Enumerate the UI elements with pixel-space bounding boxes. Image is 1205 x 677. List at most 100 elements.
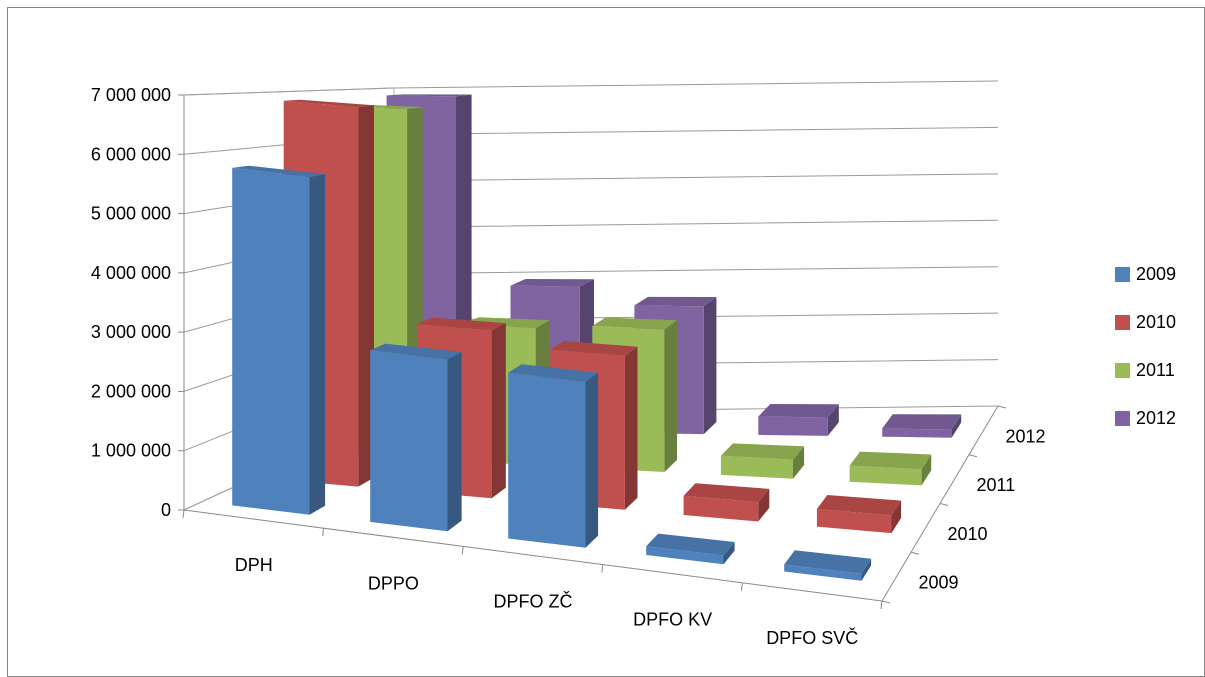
legend-swatch-2010 [1115, 314, 1130, 330]
depth-tick-mark [910, 551, 920, 555]
bar-side [358, 105, 374, 487]
x-tick-mark [461, 546, 464, 555]
bar-front [882, 428, 952, 438]
x-tick-mark [740, 582, 743, 591]
bar-side [758, 488, 770, 522]
chart-bars [232, 94, 962, 581]
y-tick-label: 4 000 000 [91, 263, 171, 283]
bar-dpfo-sv-2011 [849, 451, 932, 486]
chart-axes [178, 94, 1007, 610]
legend-label-2009: 2009 [1136, 263, 1177, 284]
bar-side [921, 454, 932, 486]
bar-top [683, 483, 770, 503]
y-tick-label: 0 [161, 500, 171, 520]
bar-top [550, 341, 638, 356]
bar-dpfo-sv-2012 [882, 414, 962, 438]
depth-tick-mark [968, 454, 978, 458]
bar-side [624, 346, 638, 510]
bar-dpfo-kv-2009 [646, 533, 735, 565]
bar-top [370, 343, 462, 360]
x-tick-mark [182, 509, 185, 519]
bar-side [585, 372, 599, 548]
x-category-label: DPFO KV [633, 610, 712, 630]
bar-front [784, 564, 862, 581]
y-tick-label: 5 000 000 [91, 204, 171, 224]
depth-tick-mark [881, 600, 891, 604]
legend-label-2011: 2011 [1136, 359, 1175, 380]
bar-top [720, 443, 805, 460]
y-tick-label: 1 000 000 [91, 441, 171, 461]
bar-side [951, 414, 962, 438]
bar-side [703, 297, 717, 435]
legend: 2009 2010 2011 2012 [1115, 262, 1200, 454]
legend-swatch-2012 [1115, 410, 1130, 426]
legend-label-2010: 2010 [1136, 311, 1177, 332]
y-tick-label: 3 000 000 [91, 322, 171, 342]
y-tick-label: 2 000 000 [91, 381, 171, 401]
depth-tick-mark [939, 503, 949, 506]
bar-side [664, 320, 677, 472]
bar-top [849, 451, 932, 470]
depth-series-label: 2010 [948, 524, 988, 544]
x-category-label: DPH [235, 555, 273, 575]
bar-top [508, 364, 599, 382]
bar-front [758, 416, 828, 436]
bar-dpfo-kv-2011 [720, 443, 805, 479]
bar-top [646, 533, 735, 556]
bar-front [508, 372, 586, 548]
bar-top [784, 550, 872, 574]
bar-dph-2009 [232, 165, 326, 515]
x-tick-mark [880, 600, 883, 610]
legend-item-2009: 2009 [1115, 262, 1200, 286]
bar-front [232, 167, 310, 515]
x-axis-line [183, 509, 883, 602]
y-tick-label: 7 000 000 [91, 85, 171, 105]
bar-dpfo-kv-2010 [683, 483, 770, 522]
bar-top [882, 414, 962, 430]
bar-side [827, 404, 839, 436]
y-tick-label: 6 000 000 [91, 144, 171, 164]
bar-side [891, 500, 902, 534]
bar-dpfo-sv-2009 [784, 550, 872, 581]
depth-tick-mark [997, 405, 1007, 409]
x-tick-mark [322, 528, 325, 537]
bar-dpfo-sv-2010 [816, 495, 902, 534]
legend-swatch-2009 [1115, 266, 1130, 282]
bar-top [592, 317, 677, 330]
x-category-label: DPFO ZČ [494, 591, 573, 612]
bar-front [683, 495, 759, 522]
bar-side [723, 542, 735, 565]
bar-dppo-2009 [370, 343, 462, 532]
bar-top [417, 317, 506, 331]
legend-label-2012: 2012 [1136, 407, 1177, 428]
legend-item-2010: 2010 [1115, 310, 1200, 334]
bar-front [646, 546, 724, 565]
legend-item-2011: 2011 [1115, 358, 1200, 382]
bar-top [283, 99, 374, 108]
bar-dpfo-z-2009 [508, 364, 599, 548]
bar-side [491, 323, 506, 499]
legend-swatch-2011 [1115, 362, 1130, 378]
bar-side [793, 446, 805, 479]
bar-front [720, 455, 793, 479]
bar-front [370, 350, 448, 532]
bar-top [232, 165, 326, 178]
bar-side [309, 174, 326, 515]
chart-labels: 0 1 000 000 2 000 000 3 000 000 4 000 000 5 0… [91, 85, 1046, 648]
legend-item-2012: 2012 [1115, 406, 1200, 430]
x-tick-mark [601, 564, 604, 573]
gridline [183, 80, 999, 96]
depth-series-label: 2009 [919, 573, 959, 593]
bar-top [386, 94, 472, 97]
x-category-label: DPFO SVČ [766, 627, 858, 648]
depth-series-label: 2012 [1006, 426, 1046, 446]
x-category-label: DPPO [368, 573, 419, 593]
bar-dpfo-kv-2012 [758, 404, 839, 436]
depth-series-label: 2011 [977, 475, 1016, 495]
bar-side [861, 558, 872, 581]
bar-front [816, 509, 892, 534]
bar-top [634, 296, 717, 307]
bar-top [510, 279, 594, 287]
